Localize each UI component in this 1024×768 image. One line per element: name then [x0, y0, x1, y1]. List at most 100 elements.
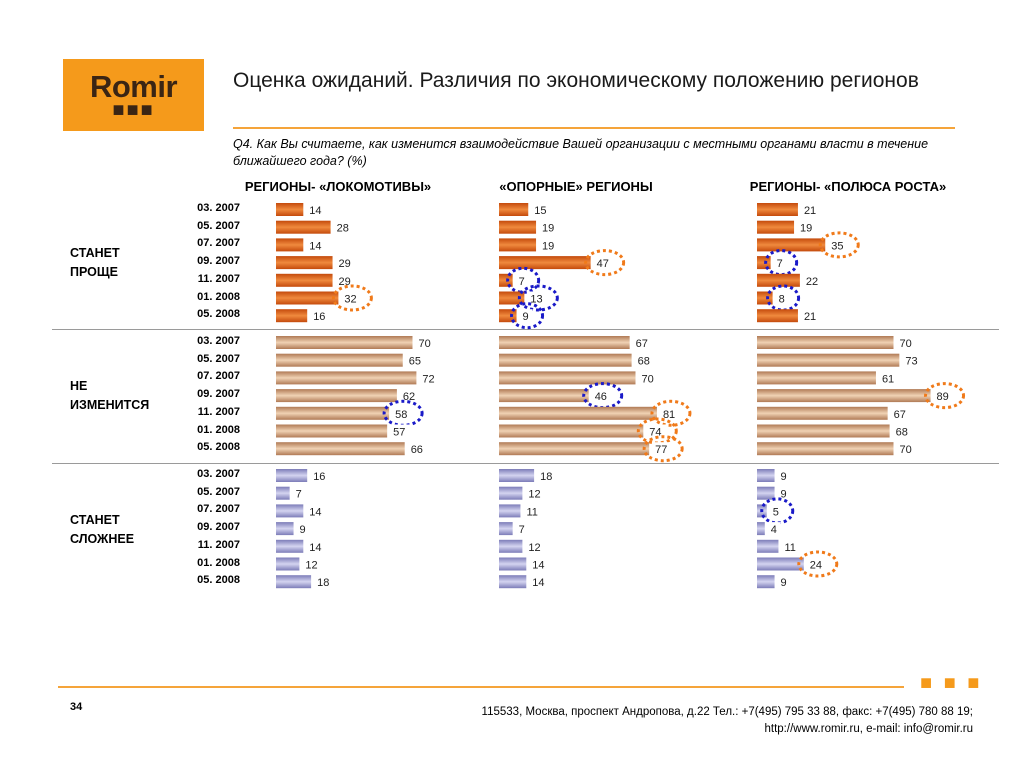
date-label: 03. 2007: [197, 468, 240, 480]
value-label: 70: [419, 338, 431, 350]
value-label-bg: [314, 575, 335, 589]
bar: [276, 539, 304, 553]
value-label-bg: [539, 238, 560, 252]
bar: [276, 406, 390, 420]
footer-address: 115533, Москва, проспект Андропова, д.22…: [481, 706, 973, 718]
value-label-bg: [775, 291, 789, 305]
footer-rule: [58, 686, 904, 688]
bar: [757, 371, 876, 385]
value-label-bg: [767, 522, 781, 536]
value-label: 46: [595, 391, 607, 403]
bar: [757, 575, 775, 589]
bar: [499, 504, 521, 518]
value-label: 70: [900, 338, 912, 350]
value-label-bg: [310, 309, 331, 323]
bar: [499, 539, 523, 553]
value-label-bg: [646, 424, 667, 438]
value-label: 12: [528, 542, 540, 554]
bar: [757, 336, 894, 349]
date-label: 01. 2008: [197, 290, 240, 303]
date-label: 05. 2007: [197, 485, 240, 498]
bar: [499, 273, 513, 287]
footer-dots: ■ ■ ■: [920, 672, 983, 694]
value-label: 62: [403, 391, 415, 403]
value-label: 14: [309, 240, 321, 252]
bar: [276, 522, 294, 536]
value-label: 13: [530, 294, 542, 306]
value-label-bg: [310, 469, 331, 482]
value-label-bg: [523, 504, 544, 518]
bar: [276, 424, 388, 438]
bar: [757, 256, 771, 270]
value-label: 4: [771, 524, 777, 536]
value-label-bg: [539, 220, 560, 234]
bar: [276, 353, 403, 367]
value-label: 28: [337, 223, 349, 235]
value-label-bg: [806, 557, 827, 571]
value-label-bg: [333, 220, 354, 234]
value-label-bg: [335, 256, 356, 270]
bar: [499, 557, 527, 571]
increase-highlight-circle: [818, 231, 860, 259]
bar: [276, 486, 290, 500]
value-label: 72: [422, 373, 434, 385]
value-label-bg: [800, 203, 821, 216]
bar: [499, 256, 591, 270]
bar: [499, 220, 537, 234]
bar: [276, 256, 333, 270]
value-label: 57: [393, 427, 405, 439]
date-label: 05. 2008: [197, 574, 240, 587]
bar: [276, 203, 304, 216]
value-label: 89: [937, 391, 949, 403]
value-label-bg: [399, 389, 420, 403]
value-label: 24: [810, 560, 822, 572]
value-label: 81: [663, 409, 675, 421]
bar: [276, 575, 312, 589]
increase-highlight-circle: [650, 399, 692, 427]
value-label: 8: [779, 294, 785, 306]
value-label: 66: [411, 444, 423, 456]
logo-dots: ■■■: [112, 99, 155, 121]
value-label-bg: [591, 389, 612, 403]
romir-logo: Romir ■■■: [63, 59, 204, 131]
bar: [757, 238, 826, 252]
bar: [276, 504, 304, 518]
value-label: 9: [781, 471, 787, 483]
value-label: 19: [542, 223, 554, 235]
date-label: 05. 2008: [197, 308, 240, 321]
date-label: 03. 2007: [197, 335, 240, 347]
value-label: 14: [309, 205, 321, 217]
bar: [757, 486, 775, 500]
increase-highlight-circle: [331, 284, 373, 312]
value-label: 18: [540, 471, 552, 483]
value-label-bg: [638, 371, 659, 385]
value-label: 14: [309, 506, 321, 518]
bar: [499, 389, 589, 403]
value-label-bg: [392, 406, 413, 420]
bar: [499, 406, 657, 420]
value-label: 5: [773, 506, 779, 518]
decrease-highlight-circle: [506, 266, 541, 294]
value-label-bg: [529, 575, 550, 589]
value-label: 14: [532, 560, 544, 572]
value-label: 14: [532, 577, 544, 589]
title-rule: [233, 127, 955, 129]
value-label: 12: [305, 560, 317, 572]
bar: [757, 539, 779, 553]
value-label-bg: [777, 486, 791, 500]
value-label-bg: [335, 273, 356, 287]
bar: [757, 522, 765, 536]
bar: [499, 238, 537, 252]
bar: [276, 371, 417, 385]
value-label: 7: [296, 489, 302, 501]
value-label-bg: [415, 336, 436, 349]
value-label-bg: [306, 238, 327, 252]
value-label-bg: [519, 309, 533, 323]
increase-highlight-circle: [642, 435, 684, 463]
value-label: 9: [781, 577, 787, 589]
value-label: 11: [784, 542, 795, 554]
increase-highlight-circle: [924, 382, 966, 410]
value-label-bg: [896, 336, 917, 349]
logo-text: Romir: [89, 69, 178, 104]
value-label: 67: [894, 409, 906, 421]
